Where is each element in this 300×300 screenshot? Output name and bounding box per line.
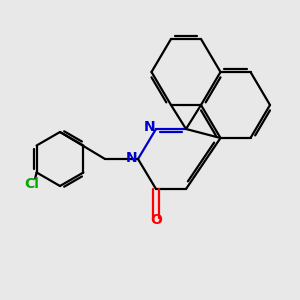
Text: N: N xyxy=(126,151,137,164)
Text: N: N xyxy=(144,120,155,134)
Text: Cl: Cl xyxy=(25,178,40,191)
Text: O: O xyxy=(150,214,162,227)
